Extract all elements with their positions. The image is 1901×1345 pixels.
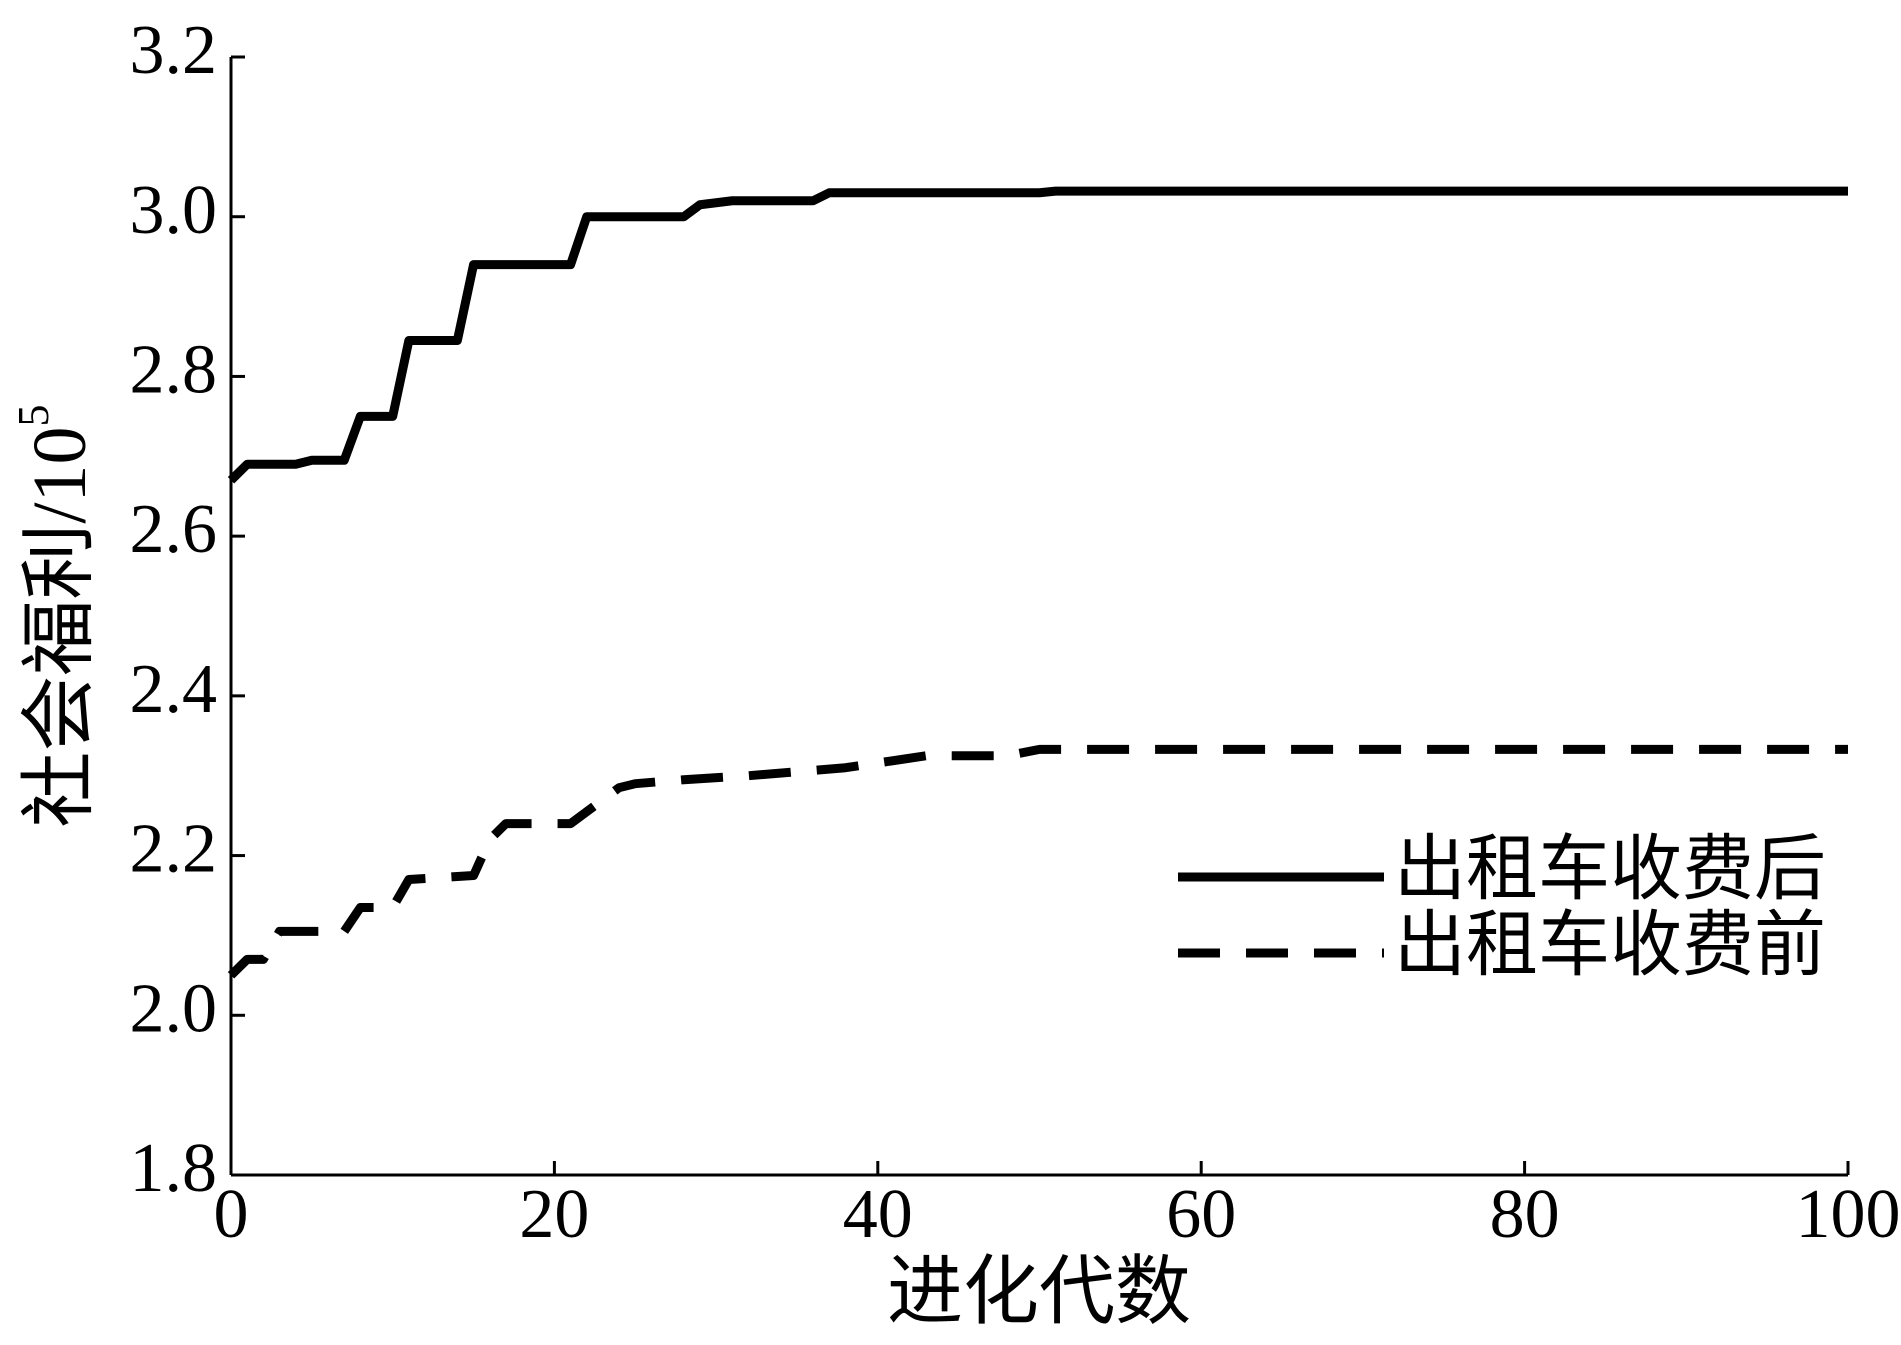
y-tick-label: 2.4 [130, 651, 218, 728]
x-tick-label: 20 [519, 1176, 589, 1253]
y-tick-label: 2.8 [130, 331, 218, 408]
y-tick-label: 3.0 [130, 172, 218, 249]
y-tick-label: 2.6 [130, 491, 218, 568]
y-tick-label: 2.0 [130, 970, 218, 1047]
x-tick-label: 40 [843, 1176, 913, 1253]
y-axis-label: 社会福利/105 [9, 404, 102, 827]
x-tick-label: 60 [1166, 1176, 1236, 1253]
x-tick-label: 80 [1490, 1176, 1560, 1253]
y-tick-label: 3.2 [130, 12, 218, 89]
y-tick-label: 1.8 [130, 1130, 218, 1207]
data-line [227, 186, 1848, 484]
x-axis-label: 进化代数 [887, 1250, 1191, 1334]
data-line [227, 744, 1848, 979]
y-axis-label-text: 社会福利/10 [18, 426, 102, 827]
y-tick-label: 2.2 [130, 811, 218, 888]
legend-label: 出租车收费前 [1394, 906, 1826, 986]
legend-label: 出租车收费后 [1394, 830, 1826, 910]
x-tick-label: 100 [1796, 1176, 1901, 1253]
y-axis-label-exponent: 5 [9, 404, 58, 426]
x-tick-label: 0 [214, 1176, 249, 1253]
